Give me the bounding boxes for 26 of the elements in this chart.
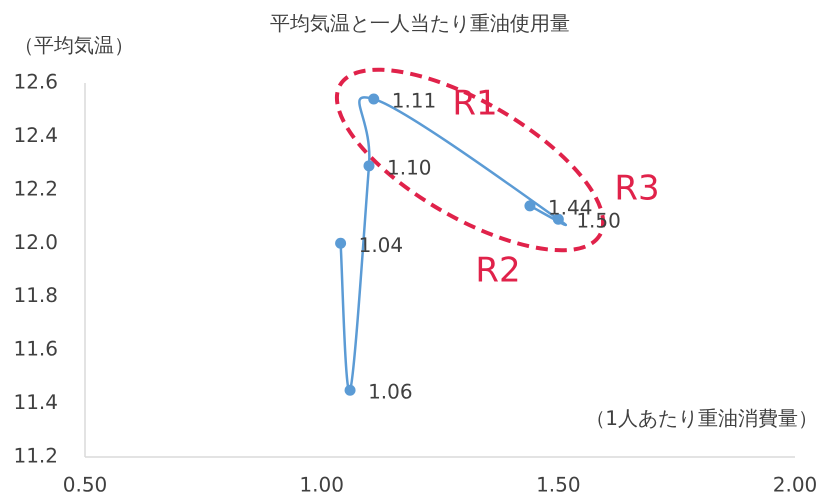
x-tick-label: 2.00 [772,472,818,496]
point [364,160,374,172]
annotation: R2 [475,250,521,290]
y-tick-label: 12.2 [13,176,58,200]
x-axis-title: （1人あたり重油消費量） [585,406,818,430]
y-tick-label: 11.4 [13,390,58,414]
x-tick-label: 1.50 [536,472,581,496]
y-tick-label: 12.6 [13,69,58,94]
y-axis-title: （平均気温） [14,33,134,57]
x-tick-label: 0.50 [62,472,108,496]
y-tick-label: 12.4 [13,122,58,147]
annotation: 1.10 [387,155,432,180]
point [552,214,564,225]
y-tick-label: 12.0 [13,230,58,254]
y-tick-label: 11.8 [13,283,58,308]
point [344,384,356,396]
point [335,238,346,249]
chart-title: 平均気温と一人当たり重油使用量 [270,11,570,35]
annotation: 1.06 [368,380,413,404]
point [524,200,536,212]
annotation: 1.11 [392,88,436,112]
point [368,94,380,105]
y-tick-label: 11.2 [13,443,58,468]
x-tick-label: 1.00 [299,472,344,496]
annotation: R3 [614,168,660,208]
y-tick-label: 11.6 [13,336,58,361]
